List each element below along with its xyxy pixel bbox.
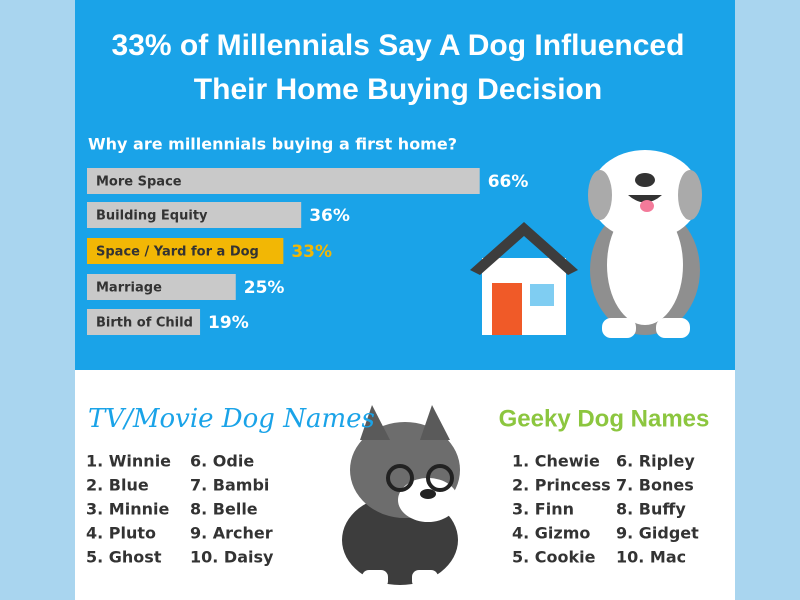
bulldog-illustration	[342, 405, 460, 588]
dog-name: 8. Belle	[190, 500, 258, 519]
dog-name: 7. Bambi	[190, 476, 269, 495]
dog-name: 9. Archer	[190, 524, 273, 543]
dog-name: 1. Winnie	[86, 452, 171, 471]
dog-name: 5. Ghost	[86, 548, 162, 567]
dog-name: 7. Bones	[616, 476, 694, 495]
house-illustration	[470, 222, 578, 335]
value-label: 36%	[309, 206, 350, 226]
bar	[87, 168, 480, 194]
bar	[87, 238, 284, 264]
list-title: TV/Movie Dog Names	[88, 404, 375, 434]
title-line: 33% of Millennials Say A Dog Influenced	[112, 29, 685, 62]
dog-name: 2. Princess	[512, 476, 611, 495]
dog-name: 4. Gizmo	[512, 524, 590, 543]
dog-name: 6. Ripley	[616, 452, 695, 471]
bar	[87, 202, 302, 228]
dog-name: 8. Buffy	[616, 500, 686, 519]
bar-label: Building Equity	[96, 209, 208, 224]
value-label: 66%	[488, 172, 529, 192]
dog-name: 4. Pluto	[86, 524, 156, 543]
value-label: 33%	[291, 242, 332, 262]
bar	[87, 309, 201, 335]
bar-label: Marriage	[96, 281, 162, 296]
sheepdog-illustration	[588, 150, 702, 338]
bar-label: Space / Yard for a Dog	[96, 245, 259, 260]
bar-label: More Space	[96, 175, 182, 190]
dog-name: 6. Odie	[190, 452, 254, 471]
bar	[87, 274, 236, 300]
list-title: Geeky Dog Names	[499, 405, 710, 432]
dog-name: 10. Mac	[616, 548, 686, 567]
bar-label: Birth of Child	[96, 316, 193, 331]
dog-name: 3. Minnie	[86, 500, 169, 519]
subtitle: Why are millennials buying a first home?	[88, 135, 457, 154]
title-line: Their Home Buying Decision	[194, 73, 602, 106]
value-label: 25%	[244, 278, 285, 298]
dog-name: 9. Gidget	[616, 524, 699, 543]
dog-name: 5. Cookie	[512, 548, 596, 567]
value-label: 19%	[208, 313, 249, 333]
dog-name: 3. Finn	[512, 500, 574, 519]
dog-name: 2. Blue	[86, 476, 149, 495]
dog-name: 1. Chewie	[512, 452, 600, 471]
dog-name: 10. Daisy	[190, 548, 274, 567]
